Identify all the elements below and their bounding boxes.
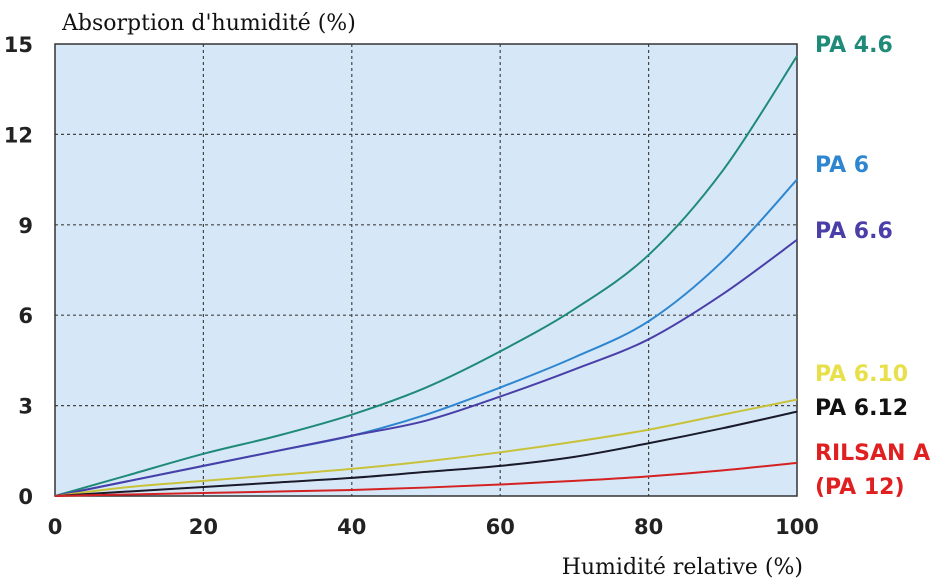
y-tick-label-4: 12: [4, 123, 33, 147]
y-axis-label: Absorption d'humidité (%): [61, 11, 356, 36]
series-line-3: [54, 398, 798, 497]
grid-lines: [55, 44, 797, 496]
x-tick-label-0: 0: [48, 515, 63, 539]
series-line-2: [54, 239, 798, 497]
y-tick-label-5: 15: [4, 33, 33, 57]
series-line-4: [54, 410, 798, 497]
plot-frame: [54, 43, 798, 497]
y-tick-label-2: 6: [18, 304, 33, 328]
legend-label-4: PA 6.12: [815, 396, 908, 421]
y-tick-label-3: 9: [18, 214, 33, 238]
legend-label-2: PA 6.6: [815, 219, 893, 244]
legend-label-0: PA 4.6: [815, 33, 893, 58]
legend-label-5-line-0: RILSAN A: [815, 441, 930, 466]
series-line-0: [54, 55, 798, 497]
x-tick-labels: 0 20 40 60 80 100: [48, 515, 819, 539]
plot-background: [55, 44, 797, 496]
y-tick-labels: 0 3 6 9 12 15: [4, 33, 33, 509]
y-tick-label-1: 3: [18, 395, 33, 419]
legend-label-3: PA 6.10: [815, 362, 908, 387]
series-lines: [54, 55, 798, 497]
legend-label-1: PA 6: [815, 153, 869, 178]
y-tick-label-0: 0: [18, 485, 33, 509]
x-tick-label-4: 80: [634, 515, 663, 539]
x-tick-label-5: 100: [775, 515, 819, 539]
x-tick-label-3: 60: [486, 515, 515, 539]
series-line-5: [54, 461, 798, 497]
x-axis-label: Humidité relative (%): [562, 555, 803, 580]
legend: PA 4.6 PA 6 PA 6.6 PA 6.10 PA 6.12 RILSAN A (P…: [815, 33, 930, 500]
x-tick-label-2: 40: [337, 515, 366, 539]
legend-label-5-line-1: (PA 12): [815, 475, 905, 500]
x-tick-label-1: 20: [189, 515, 218, 539]
